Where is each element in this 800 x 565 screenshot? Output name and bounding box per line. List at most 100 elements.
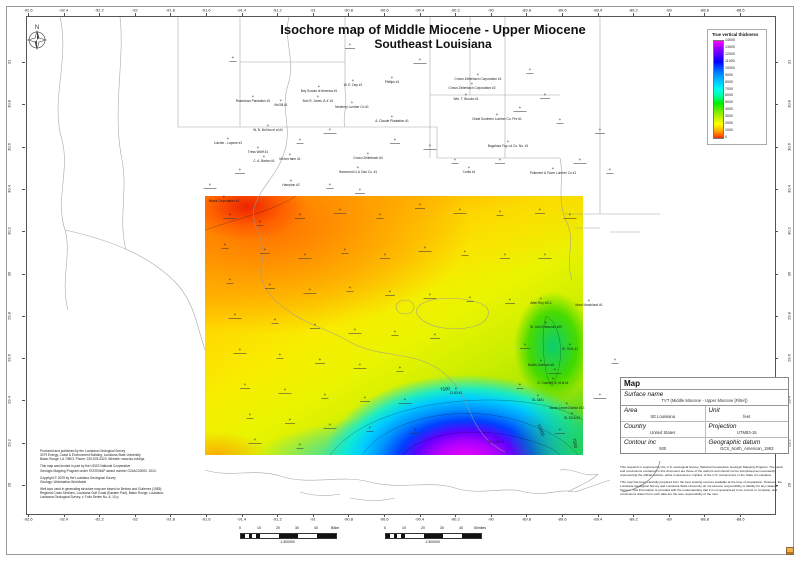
well-microlabel: [495, 162, 505, 164]
well-microlabel: [423, 297, 437, 299]
axis-tick-mark: [455, 13, 457, 16]
axis-tick-mark: [63, 13, 65, 16]
legend-title: True vertical thickness: [712, 32, 759, 37]
well-microlabel: [348, 332, 362, 334]
disclaimer-block: This research is supported by the U.S. G…: [620, 465, 788, 499]
scalebar-segment: [256, 534, 260, 538]
map-info-row-label: Area: [624, 407, 638, 414]
scalebar-segment: [248, 534, 253, 538]
axis-tick-label: -91.6: [201, 516, 211, 522]
axis-tick-label: -91: [309, 516, 316, 522]
axis-tick-label: -92.2: [94, 7, 104, 13]
well-marker-icon: +: [551, 376, 555, 381]
well-marker-icon: +: [208, 182, 212, 187]
well-microlabel: [229, 60, 237, 62]
well-microlabel: [248, 442, 262, 444]
well-microlabel: [285, 422, 295, 424]
well-microlabel: [341, 252, 349, 254]
well-marker-icon: +: [418, 202, 422, 207]
well-microlabel: [538, 257, 552, 259]
well-marker-icon: +: [243, 382, 247, 387]
well-microlabel: [221, 247, 229, 249]
map-info-row-value: UTM83-15: [736, 430, 757, 435]
map-info-surface-row: Surface name TVT (Middle Miocene - Upper…: [621, 390, 788, 406]
axis-tick-mark: [597, 514, 599, 517]
scalebar-bar: [385, 533, 482, 539]
well-marker-icon: +: [539, 358, 543, 363]
axis-tick-mark: [312, 13, 314, 16]
map-info-row-label: Unit: [708, 407, 720, 414]
axis-tick-mark: [740, 514, 741, 517]
axis-tick-mark: [384, 13, 385, 16]
well-microlabel: [410, 432, 420, 434]
well-marker-icon: +: [553, 367, 557, 372]
axis-tick-label: -89.2: [628, 7, 638, 13]
scalebar-tick-label: 40: [459, 526, 463, 530]
well-marker-icon: +: [508, 297, 512, 302]
north-arrow-icon: N: [26, 25, 48, 51]
axis-tick-label: -90.4: [415, 7, 425, 13]
well-marker-icon: +: [328, 127, 332, 132]
well-marker-icon: +: [222, 194, 226, 199]
well-marker-icon: +: [253, 437, 257, 442]
well-microlabel: [298, 257, 312, 259]
scalebar-tick-label: 20: [421, 526, 425, 530]
axis-tick-mark: [312, 514, 314, 517]
well-label: Allen Roy #G-1: [530, 301, 552, 305]
well-label: G. Cockrell Jr. et al #1: [537, 381, 569, 385]
well-label: Great Southern Lumber Co. Pre #1: [472, 117, 522, 121]
map-info-row-label: Projection: [708, 423, 737, 430]
well-microlabel: [391, 334, 399, 336]
scalebar-tick-label: 40: [314, 526, 318, 530]
page-border: [6, 6, 794, 555]
well-label: SL 7041 #1: [561, 347, 579, 351]
legend-value-label: 2000: [725, 121, 733, 126]
axis-tick-label: -91.2: [272, 7, 282, 13]
well-label: Wm. T. Brooks #1: [453, 97, 479, 101]
map-title-line1: Isochore map of Middle Miocene - Upper M…: [280, 22, 586, 37]
well-marker-icon: +: [463, 249, 467, 254]
axis-tick-mark: [562, 514, 563, 517]
well-marker-icon: +: [383, 252, 387, 257]
map-info-cell: Area SE Louisiana: [621, 406, 705, 422]
well-label: Braith Johnson #6: [528, 363, 554, 367]
well-marker-icon: +: [388, 289, 392, 294]
axis-tick-label: -92.4: [59, 516, 69, 522]
well-microlabel: [376, 217, 384, 219]
well-marker-icon: +: [498, 209, 502, 214]
scalebar-segment: [462, 534, 481, 538]
axis-tick-label: 29.6: [786, 354, 792, 362]
software-logo-icon: [786, 547, 794, 555]
axis-tick-mark: [206, 13, 207, 16]
axis-tick-mark: [22, 315, 25, 317]
axis-tick-label: 30: [6, 271, 12, 276]
axis-tick-mark: [704, 514, 706, 517]
credits-line: Baton Rouge, LA 70803. Phone: 225-578-53…: [40, 457, 145, 462]
well-label: A. Claude Plantation #1: [375, 119, 409, 123]
scalebar-segment: [424, 534, 443, 538]
credits-line: Produced and published by the Louisiana …: [40, 449, 126, 453]
axis-tick-label: -88.8: [699, 516, 709, 522]
well-marker-icon: +: [518, 105, 522, 110]
scalebar-segment: [386, 534, 390, 538]
map-info-row-value: United States: [650, 430, 676, 435]
well-marker-icon: +: [378, 212, 382, 217]
axis-tick-label: -90.2: [450, 516, 460, 522]
scalebar-tick-label: 0: [384, 526, 386, 530]
well-microlabel: [516, 387, 524, 389]
well-microlabel: [333, 212, 347, 214]
well-marker-icon: +: [258, 219, 262, 224]
axis-tick-label: -90.2: [450, 7, 460, 13]
well-marker-icon: +: [539, 296, 543, 301]
well-microlabel: [260, 252, 270, 254]
axis-tick-label: 29: [6, 482, 12, 488]
credits-line: Well tops used in generating structure m…: [40, 487, 163, 492]
legend-value-label: 7000: [725, 86, 733, 91]
credits-line: This map was funded in part by the USGS …: [40, 464, 131, 469]
scalebar-tick-label: 10: [402, 526, 406, 530]
well-microlabel: [563, 217, 577, 219]
axis-tick-label: -90.8: [343, 7, 353, 13]
map-info-leader-line: [621, 460, 661, 493]
legend-value-label: 12000: [725, 51, 735, 56]
well-microlabel: [461, 254, 469, 256]
